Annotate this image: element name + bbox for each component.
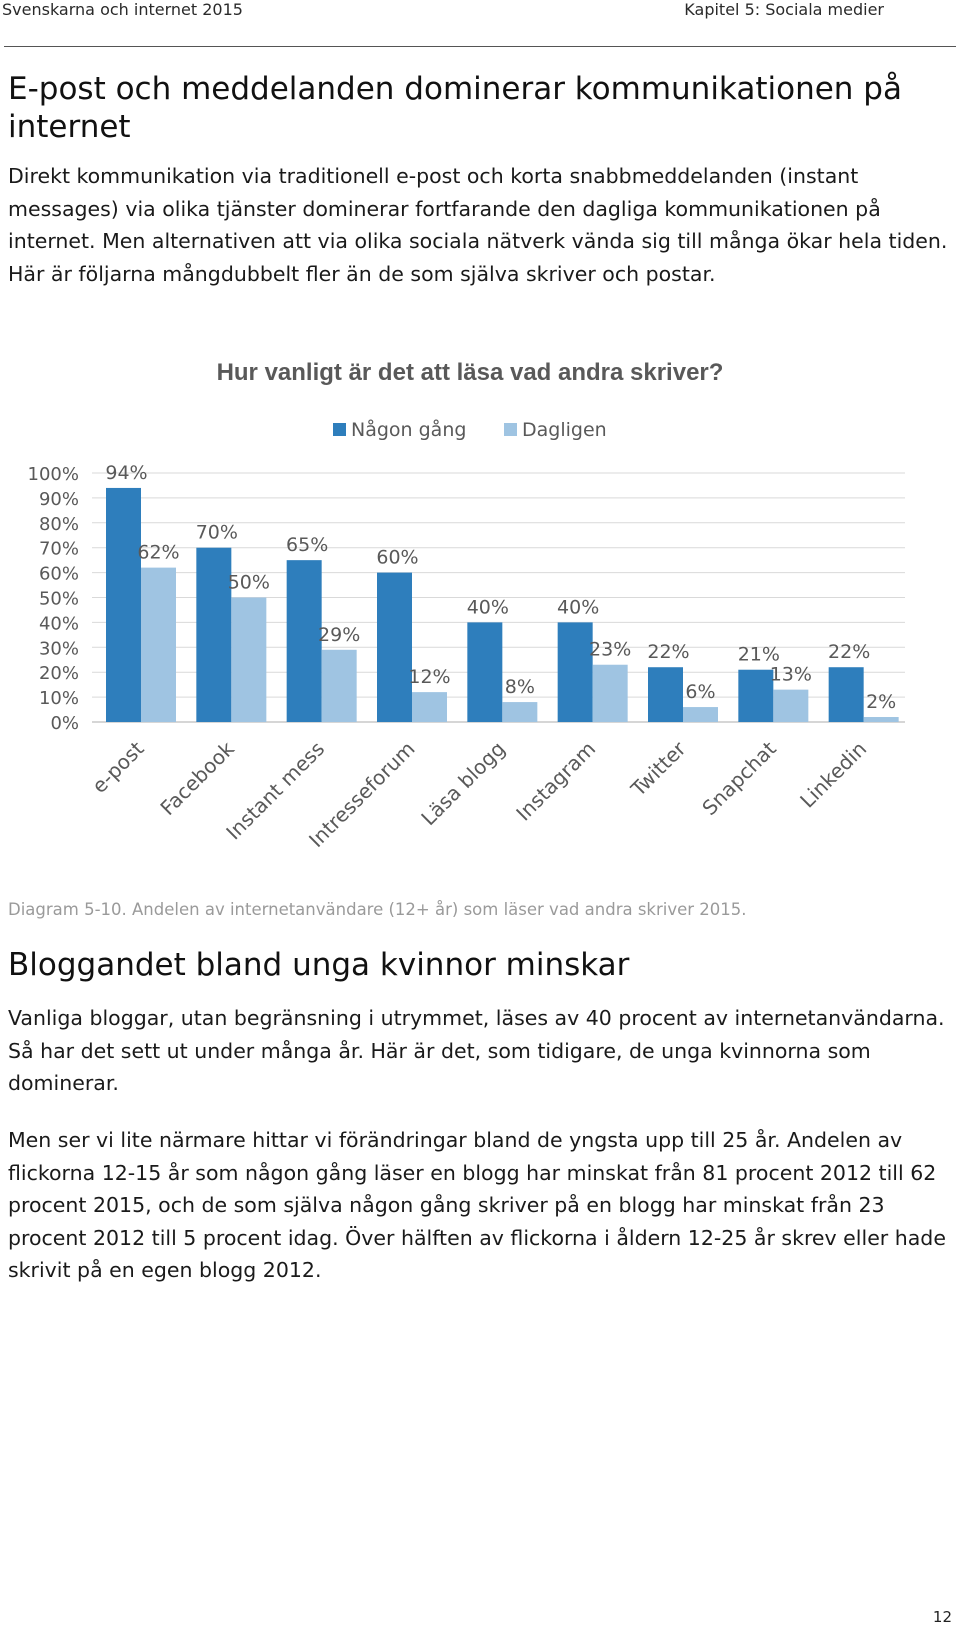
bar: [557, 622, 593, 722]
y-tick-label: 30%: [39, 638, 79, 659]
y-tick-label: 20%: [39, 663, 79, 684]
bar: [592, 664, 628, 722]
x-tick-label: Instagram: [511, 737, 600, 826]
data-label: 70%: [196, 522, 238, 544]
x-tick-label: Snapchat: [697, 736, 781, 820]
blogging-paragraph-2: Men ser vi lite närmare hittar vi föränd…: [8, 1128, 946, 1282]
data-label: 22%: [647, 641, 689, 663]
y-tick-label: 100%: [28, 464, 79, 485]
section-heading-blogging: Bloggandet bland unga kvinnor minskar: [8, 947, 630, 983]
legend-label: Någon gång: [351, 418, 466, 441]
x-tick-label: Linkedin: [795, 737, 871, 813]
y-tick-label: 80%: [39, 514, 79, 535]
page-number: 12: [932, 1608, 952, 1626]
y-tick-label: 70%: [39, 539, 79, 560]
legend-label: Dagligen: [522, 419, 607, 441]
section-heading-email: E-post och meddelanden dominerar kommuni…: [8, 71, 902, 145]
bar: [286, 560, 322, 722]
y-axis: 0% 10% 20% 30% 40% 50% 60% 70% 80% 90% 100%: [28, 464, 79, 734]
bar: [106, 487, 141, 722]
reading-habits-chart: Hur vanligt är det att läsa vad andra sk…: [28, 359, 905, 852]
bar: [773, 689, 809, 722]
running-header: Svenskarna och internet 2015 Kapitel 5: …: [0, 0, 960, 24]
data-label: 62%: [137, 542, 179, 564]
data-label: 22%: [828, 641, 870, 663]
legend-swatch: [504, 423, 517, 436]
data-label: 21%: [738, 644, 780, 666]
data-label: 40%: [557, 596, 599, 618]
header-rule: [4, 46, 956, 47]
data-label: 50%: [228, 572, 270, 594]
bar: [231, 597, 267, 722]
bar: [683, 707, 718, 722]
data-label: 13%: [770, 664, 812, 686]
bar: [321, 649, 357, 722]
y-tick-label: 60%: [39, 564, 79, 585]
x-tick-label: Twitter: [625, 736, 691, 802]
data-label: 40%: [467, 596, 509, 618]
y-tick-label: 90%: [39, 489, 79, 510]
bar: [467, 622, 503, 722]
data-label: 8%: [505, 676, 535, 698]
y-tick-label: 0%: [50, 713, 79, 734]
bar: [648, 667, 683, 722]
bar: [377, 572, 412, 722]
x-tick-label: Facebook: [155, 736, 239, 820]
chart-legend: Någon gång Dagligen: [333, 418, 607, 441]
data-label: 6%: [685, 681, 715, 703]
data-label: 60%: [376, 547, 418, 569]
blogging-paragraph-1: Vanliga bloggar, utan begränsning i utry…: [8, 1006, 945, 1095]
bar: [141, 567, 176, 722]
bar: [863, 717, 899, 722]
data-label: 94%: [105, 462, 147, 484]
x-tick-label: e-post: [87, 736, 148, 797]
bar: [828, 667, 864, 722]
header-publication-title: Svenskarna och internet 2015: [2, 0, 243, 19]
x-tick-label: Läsa blogg: [416, 737, 510, 831]
data-label: 2%: [866, 691, 896, 713]
bar: [738, 669, 774, 722]
y-tick-label: 50%: [39, 589, 79, 610]
data-label: 23%: [589, 639, 631, 661]
y-tick-label: 40%: [39, 613, 79, 634]
header-chapter-title: Kapitel 5: Sociala medier: [684, 0, 884, 19]
chart-bars: [106, 487, 899, 722]
chart-caption: Diagram 5-10. Andelen av internetanvända…: [8, 900, 747, 919]
intro-paragraph: Direkt kommunikation via traditionell e-…: [8, 164, 948, 286]
y-tick-label: 10%: [39, 688, 79, 709]
data-label: 12%: [408, 666, 450, 688]
data-label: 29%: [318, 624, 360, 646]
bar: [502, 702, 538, 722]
bar: [196, 547, 232, 722]
data-label: 65%: [286, 534, 328, 556]
bar: [412, 692, 447, 722]
chart-title: Hur vanligt är det att läsa vad andra sk…: [217, 359, 724, 386]
legend-swatch: [333, 423, 346, 436]
value-labels: 94% 62% 70% 50% 65% 29% 60% 12% 40% 8% 40% 23% 22% 6%…: [105, 462, 896, 713]
